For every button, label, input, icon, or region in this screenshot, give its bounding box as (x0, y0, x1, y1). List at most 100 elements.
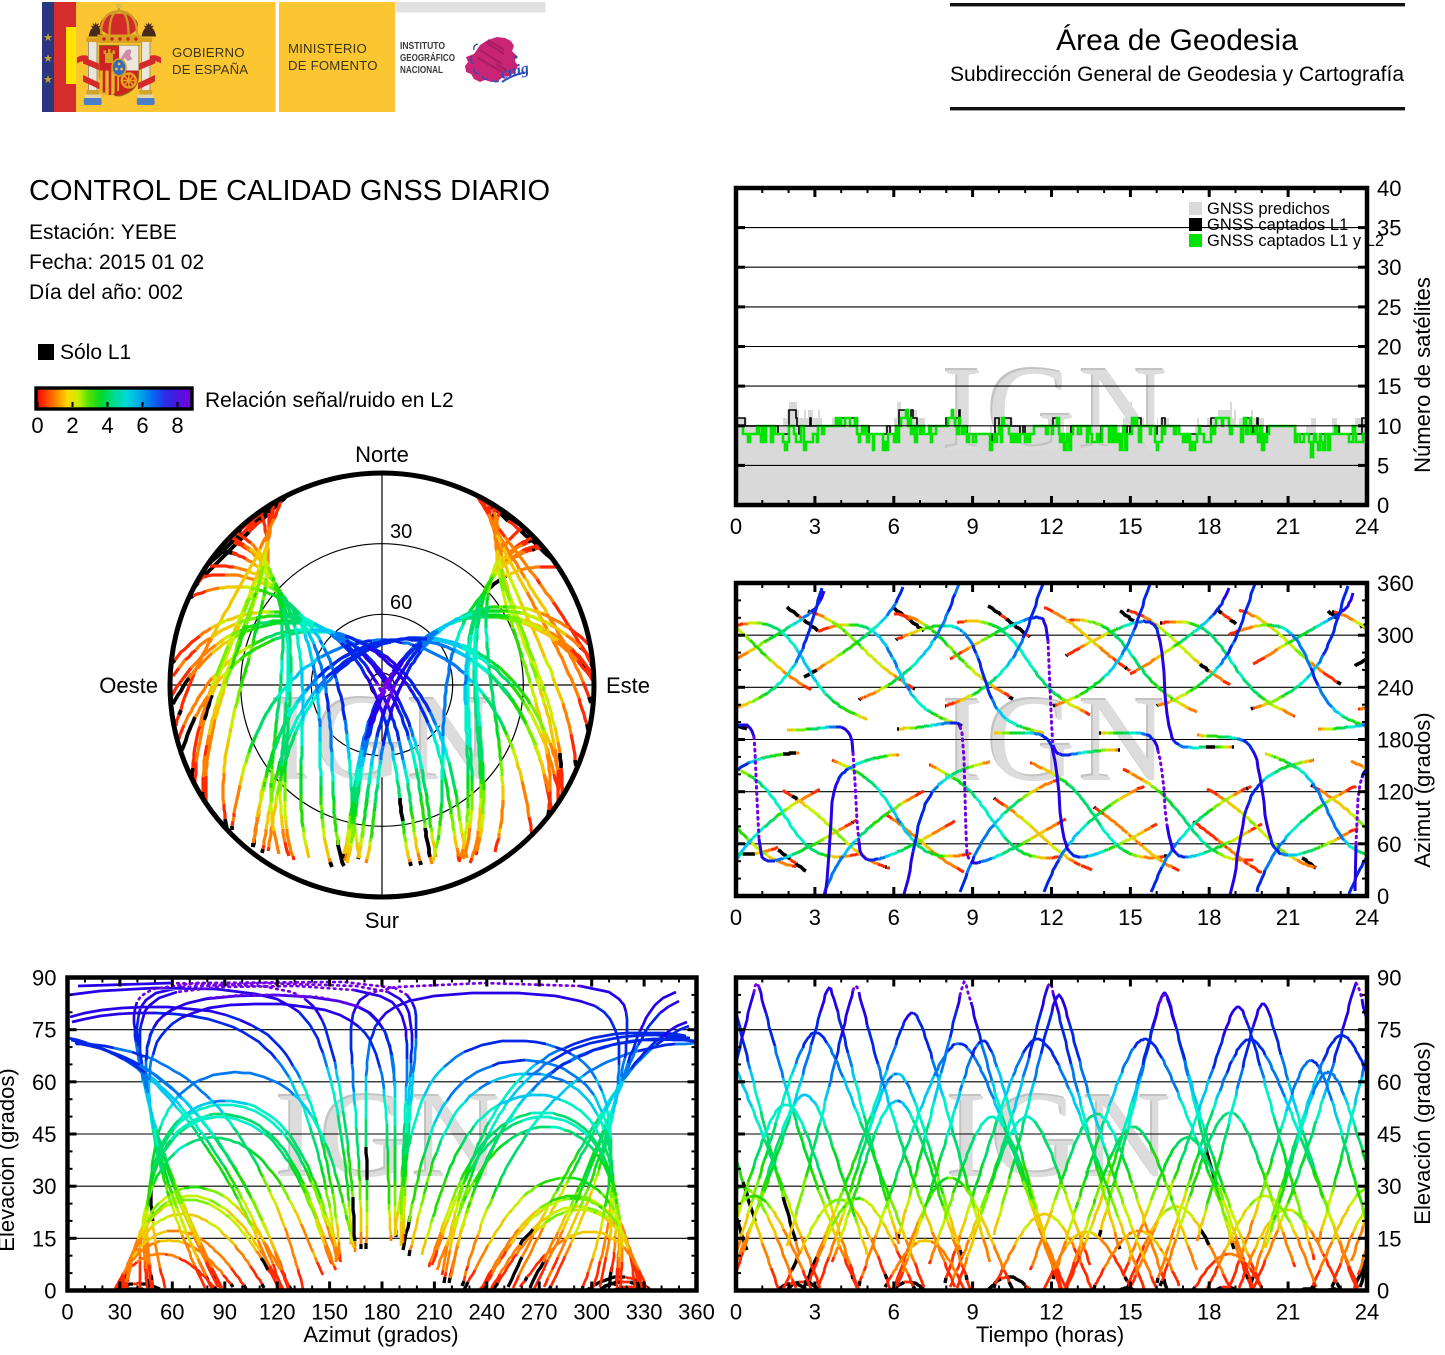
svg-text:75: 75 (32, 1018, 56, 1043)
svg-text:8: 8 (171, 413, 183, 438)
svg-text:90: 90 (1377, 966, 1401, 991)
svg-text:3: 3 (809, 1300, 821, 1325)
svg-text:60: 60 (32, 1070, 56, 1095)
svg-text:6: 6 (888, 514, 900, 539)
svg-text:0: 0 (61, 1300, 73, 1325)
svg-text:GNSS captados L1: GNSS captados L1 (1207, 216, 1348, 234)
svg-text:30: 30 (1377, 255, 1401, 280)
svg-text:90: 90 (213, 1300, 237, 1325)
svg-text:0: 0 (31, 413, 43, 438)
svg-text:15: 15 (1118, 514, 1142, 539)
svg-text:Área de Geodesia: Área de Geodesia (1056, 24, 1298, 57)
svg-text:0: 0 (44, 1279, 56, 1304)
svg-text:30: 30 (108, 1300, 132, 1325)
svg-text:6: 6 (888, 1300, 900, 1325)
svg-text:150: 150 (311, 1300, 348, 1325)
svg-text:Elevación (grados): Elevación (grados) (1410, 1041, 1435, 1224)
svg-text:NACIONAL: NACIONAL (400, 65, 443, 76)
svg-text:60: 60 (1377, 832, 1401, 857)
svg-text:10: 10 (1377, 414, 1401, 439)
svg-text:35: 35 (1377, 216, 1401, 241)
svg-text:★: ★ (43, 32, 53, 44)
svg-text:GOBIERNO: GOBIERNO (172, 45, 245, 60)
svg-text:Relación señal/ruido en L2: Relación señal/ruido en L2 (205, 389, 454, 412)
svg-text:5: 5 (1377, 453, 1389, 478)
svg-text:Elevación (grados): Elevación (grados) (0, 1068, 19, 1251)
svg-text:Estación: YEBE: Estación: YEBE (29, 221, 177, 244)
svg-text:30: 30 (32, 1174, 56, 1199)
svg-text:0: 0 (730, 1300, 742, 1325)
svg-text:Sólo L1: Sólo L1 (60, 341, 131, 364)
svg-text:Oeste: Oeste (99, 673, 158, 698)
svg-text:Subdirección General de Geodes: Subdirección General de Geodesia y Carto… (950, 63, 1404, 86)
svg-text:300: 300 (573, 1300, 610, 1325)
svg-text:30: 30 (390, 521, 412, 543)
svg-text:MINISTERIO: MINISTERIO (288, 41, 367, 56)
svg-text:Azimut (grados): Azimut (grados) (1410, 712, 1435, 867)
svg-text:DE ESPAÑA: DE ESPAÑA (172, 62, 248, 77)
svg-text:Día del año: 002: Día del año: 002 (29, 281, 183, 304)
svg-text:120: 120 (259, 1300, 296, 1325)
svg-text:GNSS captados L1 y L2: GNSS captados L1 y L2 (1207, 232, 1384, 250)
svg-text:15: 15 (1118, 1300, 1142, 1325)
svg-text:180: 180 (364, 1300, 401, 1325)
svg-text:45: 45 (1377, 1122, 1401, 1147)
svg-text:Número de satélites: Número de satélites (1410, 277, 1435, 473)
svg-text:★: ★ (43, 53, 53, 65)
svg-text:12: 12 (1039, 514, 1063, 539)
svg-text:9: 9 (966, 905, 978, 930)
svg-text:IGN: IGN (941, 340, 1170, 475)
svg-text:60: 60 (160, 1300, 184, 1325)
svg-text:24: 24 (1355, 905, 1379, 930)
svg-text:4: 4 (101, 413, 113, 438)
svg-text:GEOGRÁFICO: GEOGRÁFICO (400, 51, 455, 64)
svg-text:180: 180 (1377, 728, 1414, 753)
svg-text:15: 15 (1118, 905, 1142, 930)
svg-text:15: 15 (1377, 1226, 1401, 1251)
svg-text:60: 60 (390, 592, 412, 614)
svg-text:IGN: IGN (943, 342, 1172, 477)
svg-text:210: 210 (416, 1300, 453, 1325)
svg-text:240: 240 (1377, 675, 1414, 700)
svg-text:Fecha: 2015 01 02: Fecha: 2015 01 02 (29, 251, 204, 274)
svg-text:360: 360 (678, 1300, 715, 1325)
svg-text:CONTROL DE CALIDAD GNSS DIARIO: CONTROL DE CALIDAD GNSS DIARIO (29, 175, 550, 207)
svg-text:0: 0 (730, 905, 742, 930)
svg-text:30: 30 (1377, 1174, 1401, 1199)
svg-text:20: 20 (1377, 335, 1401, 360)
svg-text:300: 300 (1377, 623, 1414, 648)
svg-text:IGN: IGN (947, 1068, 1176, 1203)
svg-text:0: 0 (1377, 884, 1389, 909)
svg-text:3: 3 (809, 905, 821, 930)
svg-text:cnig: cnig (499, 60, 531, 83)
svg-text:21: 21 (1276, 514, 1300, 539)
svg-text:90: 90 (32, 966, 56, 991)
svg-text:40: 40 (1377, 176, 1401, 201)
svg-text:2: 2 (66, 413, 78, 438)
svg-text:Sur: Sur (365, 908, 399, 933)
svg-text:18: 18 (1197, 905, 1221, 930)
svg-text:330: 330 (626, 1300, 663, 1325)
svg-text:6: 6 (136, 413, 148, 438)
svg-text:3: 3 (809, 514, 821, 539)
svg-text:0: 0 (730, 514, 742, 539)
svg-text:12: 12 (1039, 1300, 1063, 1325)
svg-text:Este: Este (606, 673, 650, 698)
svg-text:25: 25 (1377, 295, 1401, 320)
svg-text:Tiempo (horas): Tiempo (horas) (976, 1322, 1124, 1347)
svg-text:INSTITUTO: INSTITUTO (400, 41, 445, 52)
svg-text:Azimut (grados): Azimut (grados) (303, 1322, 458, 1347)
svg-text:75: 75 (1377, 1018, 1401, 1043)
svg-text:12: 12 (1039, 905, 1063, 930)
svg-text:240: 240 (468, 1300, 505, 1325)
svg-text:45: 45 (32, 1122, 56, 1147)
svg-text:15: 15 (1377, 374, 1401, 399)
svg-text:0: 0 (1377, 1279, 1389, 1304)
svg-text:★: ★ (43, 74, 53, 86)
svg-text:18: 18 (1197, 514, 1221, 539)
svg-text:9: 9 (966, 514, 978, 539)
svg-text:DE FOMENTO: DE FOMENTO (288, 58, 378, 73)
svg-text:360: 360 (1377, 571, 1414, 596)
svg-text:24: 24 (1355, 1300, 1379, 1325)
svg-text:15: 15 (32, 1226, 56, 1251)
